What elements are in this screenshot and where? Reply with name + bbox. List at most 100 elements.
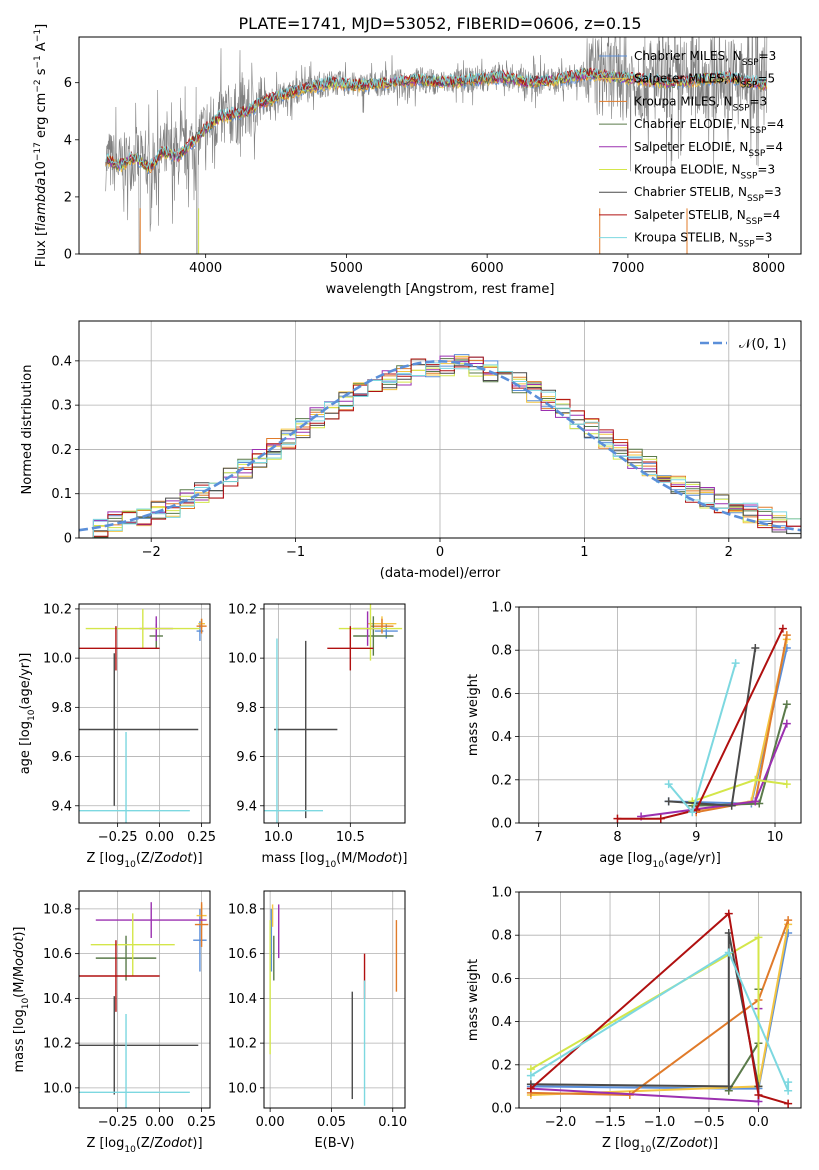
x-tick-label: −2.0 — [545, 1115, 577, 1130]
x-tick-label: 0.00 — [256, 1115, 285, 1130]
mass-weight-marker — [751, 797, 760, 806]
y-tick-label: 10.8 — [43, 902, 72, 917]
label-part: Z [log — [86, 851, 124, 866]
x-tick-label: 10 — [767, 830, 784, 845]
label-part: erg cm — [34, 93, 49, 142]
mass-weight-marker — [784, 1078, 793, 1087]
mass-weight-line — [530, 951, 790, 1092]
y-tick-label: 10.6 — [43, 947, 72, 962]
label-part: s — [34, 68, 49, 79]
label-part: SSP — [747, 194, 764, 204]
label-part: 10 — [325, 860, 337, 870]
y-tick-label: 0.0 — [491, 1102, 512, 1117]
mass-weight-marker — [664, 797, 673, 806]
label-part: wavelength [Angstrom, rest frame] — [326, 282, 555, 297]
label-part: 10 — [21, 998, 31, 1010]
x-tick-label: 7 — [535, 830, 543, 845]
label-part: 10 — [640, 1145, 652, 1155]
label-part: )] — [12, 927, 27, 937]
y-tick-label: 6 — [64, 76, 72, 91]
y-tick-label: 10.0 — [43, 652, 72, 667]
label-part: SSP — [748, 149, 765, 159]
label-part: A — [34, 42, 49, 55]
x-axis-label: mass [log10(M/Modot)] — [262, 851, 408, 870]
label-part: E(B-V) — [314, 1136, 354, 1151]
x-tick-label: 0.05 — [317, 1115, 346, 1130]
x-axis-label: Z [log10(Z/Zodot)] — [86, 1136, 202, 1155]
y-tick-label: 9.6 — [51, 750, 72, 765]
y-tick-label: 0.4 — [491, 730, 512, 745]
x-tick-label: −1.0 — [644, 1115, 676, 1130]
plot-area — [264, 891, 405, 1108]
axes-frame — [78, 603, 211, 824]
label-part: (M/M — [336, 851, 368, 866]
x-tick-label: 4000 — [189, 261, 222, 276]
label-part: 10 — [34, 161, 49, 178]
x-tick-label: −2 — [142, 545, 161, 560]
y-axis-label: mass [log10(M/Modot)] — [12, 927, 31, 1073]
legend-entry: Chabrier MILES, NSSP=3 — [634, 49, 776, 68]
y-axis-label: Normed distribution — [20, 365, 35, 495]
x-tick-label: 7000 — [611, 261, 644, 276]
x-tick-label: 0.0 — [748, 1115, 769, 1130]
label-part: (Z/Z — [136, 1136, 163, 1151]
plot-area — [105, 37, 768, 254]
label-part: =4 — [765, 140, 783, 154]
label-part: Kroupa STELIB, N — [634, 231, 738, 245]
axes-frame — [78, 36, 802, 255]
label-part: mass weight — [466, 959, 481, 1041]
axes-frame — [518, 891, 802, 1109]
x-tick-label: 8 — [613, 830, 621, 845]
x-tick-label: 0 — [436, 545, 444, 560]
label-part: mass [log — [262, 851, 325, 866]
x-tick-label: 0.00 — [145, 830, 174, 845]
legend-entry: Kroupa ELODIE, NSSP=3 — [634, 163, 775, 182]
label-part: )] — [397, 851, 407, 866]
y-axis-label: age [log10(age/yr)] — [18, 653, 37, 775]
label-part: (Z/Z — [651, 1136, 678, 1151]
mass-weight-marker — [656, 814, 665, 823]
label-part: age [log — [18, 721, 33, 774]
label-part: Chabrier STELIB, N — [634, 185, 747, 199]
mass-weight-marker — [724, 948, 733, 957]
y-tick-label: 0.4 — [51, 354, 72, 369]
axes-massweight_vs_Z: −2.0 −1.5 −1.0 −0.5 0.0 0.0 0.2 0.4 0.6 0.8 1.0 Z [… — [466, 886, 802, 1155]
y-tick-label: 0 — [64, 532, 72, 547]
label-part: (age/yr)] — [18, 653, 33, 710]
mass-weight-marker — [784, 1099, 793, 1108]
y-axis-label: mass weight — [466, 959, 481, 1041]
x-tick-label: 0.25 — [187, 830, 216, 845]
label-part: )] — [708, 1136, 718, 1151]
label-part: Chabrier ELODIE, N — [634, 117, 750, 131]
y-tick-label: 10.0 — [43, 1081, 72, 1096]
mass-weight-marker — [782, 631, 791, 640]
label-part: −1 — [33, 55, 43, 68]
x-axis-label: Z [log10(Z/Zodot)] — [86, 851, 202, 870]
x-axis-label: (data-model)/error — [380, 566, 501, 581]
label-part: Chabrier MILES, N — [634, 49, 742, 63]
y-tick-label: 0.2 — [491, 773, 512, 788]
plot-area — [519, 607, 801, 823]
label-part: =3 — [750, 94, 768, 108]
y-tick-label: 10.8 — [228, 902, 257, 917]
mass-weight-marker — [727, 801, 736, 810]
x-axis-label: wavelength [Angstrom, rest frame] — [326, 282, 555, 297]
label-part: ] — [34, 24, 49, 29]
y-tick-label: 10.4 — [43, 992, 72, 1007]
x-tick-label: 0.10 — [378, 1115, 407, 1130]
label-part: Salpeter ELODIE, N — [634, 140, 748, 154]
label-part: =3 — [757, 163, 775, 177]
mass-weight-line — [530, 919, 790, 1097]
y-tick-label: 10.2 — [228, 1037, 257, 1052]
y-tick-label: 10.6 — [228, 947, 257, 962]
label-part: odot — [163, 851, 193, 866]
label-part: Normed distribution — [20, 365, 35, 495]
y-tick-label: 9.8 — [51, 701, 72, 716]
y-tick-label: 9.4 — [236, 799, 257, 814]
mass-weight-marker — [782, 719, 791, 728]
label-part: mass weight — [466, 674, 481, 756]
label-part: SSP — [738, 240, 755, 250]
